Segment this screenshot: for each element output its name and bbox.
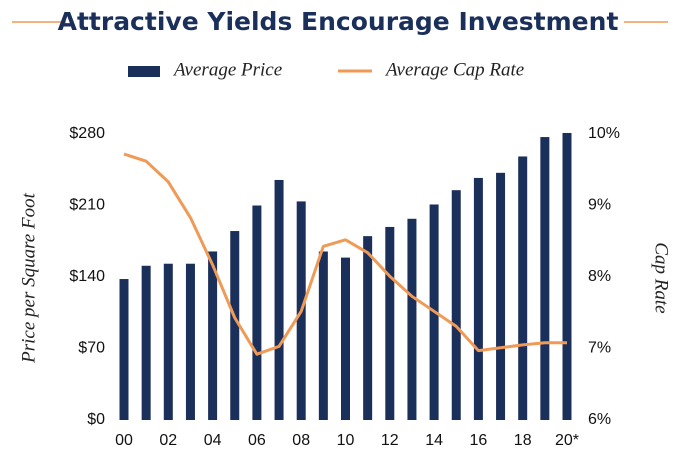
bar bbox=[119, 279, 129, 420]
bar bbox=[407, 218, 417, 420]
y-tick-label: $140 bbox=[69, 268, 105, 285]
chart-title: Attractive Yields Encourage Investment bbox=[58, 7, 619, 36]
x-tick-label: 04 bbox=[204, 432, 222, 449]
bar bbox=[141, 265, 151, 420]
legend-swatch bbox=[128, 66, 160, 77]
bar bbox=[208, 251, 218, 420]
y2-axis-title: Cap Rate bbox=[651, 242, 672, 313]
y-tick-label: $280 bbox=[69, 125, 105, 142]
y2-tick-label: 7% bbox=[588, 340, 611, 357]
x-tick-label: 14 bbox=[425, 432, 443, 449]
x-tick-label: 08 bbox=[292, 432, 310, 449]
bar bbox=[230, 231, 240, 420]
bar bbox=[252, 205, 262, 420]
line bbox=[123, 152, 567, 356]
x-tick-label: 12 bbox=[381, 432, 399, 449]
x-tick-label: 20* bbox=[555, 432, 579, 449]
x-tick-label: 00 bbox=[115, 432, 133, 449]
bar bbox=[562, 132, 572, 420]
legend-label: Average Cap Rate bbox=[384, 59, 524, 80]
bar bbox=[385, 226, 395, 420]
bar bbox=[318, 251, 328, 420]
y-tick-label: $70 bbox=[78, 340, 105, 357]
y2-tick-label: 8% bbox=[588, 268, 611, 285]
y2-tick-label: 6% bbox=[588, 411, 611, 428]
y-axis-title: Price per Square Foot bbox=[18, 192, 39, 363]
bar bbox=[185, 263, 195, 420]
y2-tick-label: 9% bbox=[588, 197, 611, 214]
y2-tick-label: 10% bbox=[588, 125, 620, 142]
bar bbox=[540, 137, 550, 421]
bar bbox=[496, 172, 506, 420]
bar bbox=[473, 177, 483, 420]
x-tick-label: 16 bbox=[470, 432, 488, 449]
legend-label: Average Price bbox=[172, 59, 282, 80]
x-tick-label: 18 bbox=[514, 432, 532, 449]
bar bbox=[518, 156, 528, 420]
x-tick-label: 02 bbox=[159, 432, 177, 449]
y-tick-label: $210 bbox=[69, 197, 105, 214]
bar bbox=[363, 236, 373, 420]
x-tick-label: 06 bbox=[248, 432, 266, 449]
x-tick-label: 10 bbox=[337, 432, 355, 449]
bar bbox=[341, 257, 350, 420]
bar bbox=[451, 190, 461, 420]
y-tick-label: $0 bbox=[87, 411, 105, 428]
bar bbox=[163, 263, 173, 420]
bar bbox=[274, 179, 284, 420]
